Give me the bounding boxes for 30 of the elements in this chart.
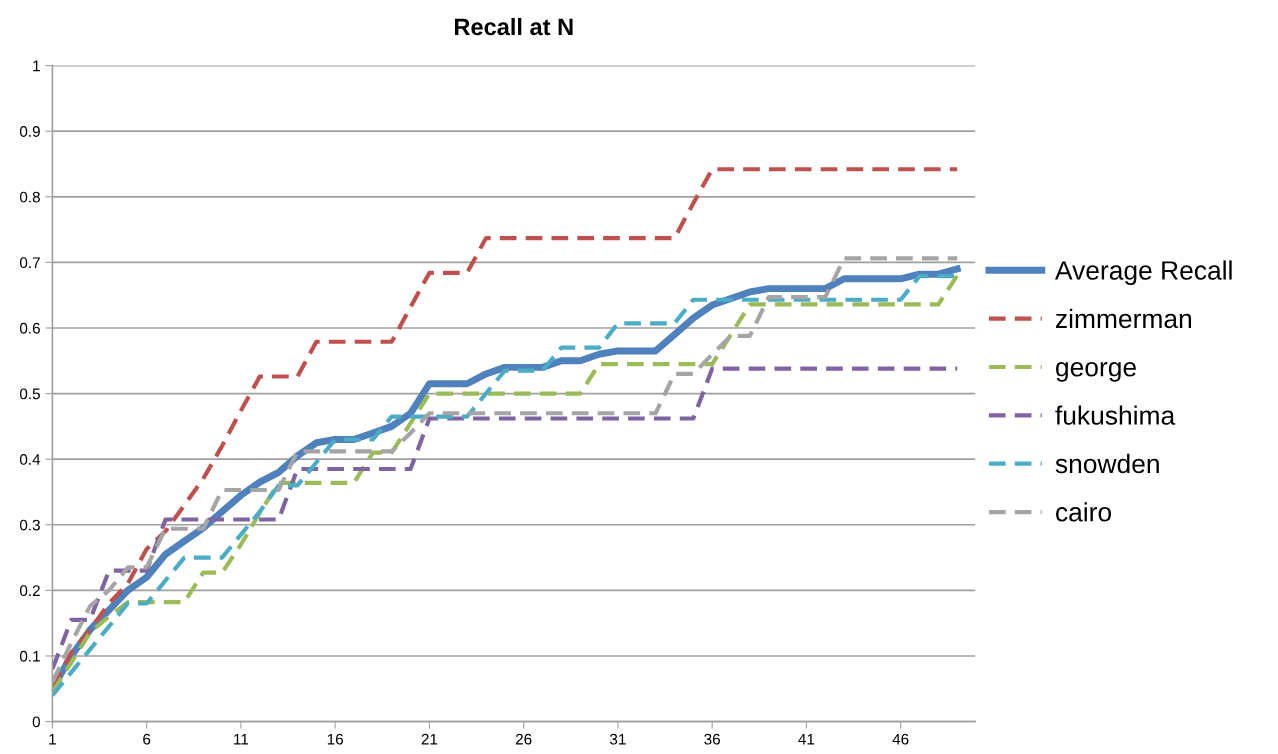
- y-tick-label: 0.9: [19, 126, 40, 137]
- x-tick-label: 31: [609, 733, 626, 745]
- x-tick-label: 6: [143, 733, 151, 745]
- legend-label: george: [1056, 362, 1136, 382]
- y-tick-label: 0.2: [19, 585, 40, 597]
- x-tick-label: 1: [49, 733, 56, 745]
- y-tick-label: 0.3: [19, 519, 40, 531]
- y-tick-label: 0.8: [19, 191, 40, 203]
- legend-label: fukushima: [1055, 405, 1176, 425]
- line-series: [52, 366, 960, 672]
- y-tick-label: 0.5: [19, 388, 40, 400]
- legend-label: zimmerman: [1055, 308, 1192, 329]
- legend-label: snowden: [1055, 453, 1159, 474]
- x-tick-label: 46: [892, 733, 909, 745]
- x-tick-label: 11: [234, 733, 249, 745]
- y-tick-label: 0: [32, 716, 40, 728]
- x-tick-label: 26: [515, 733, 532, 745]
- x-tick-label: 21: [421, 733, 438, 745]
- line-series: [52, 167, 960, 689]
- legend-label: cairo: [1056, 502, 1112, 522]
- y-tick-label: 1: [33, 60, 40, 72]
- y-tick-label: 0.6: [19, 322, 40, 334]
- y-tick-label: 0.4: [19, 454, 41, 465]
- x-tick-label: 36: [704, 733, 720, 745]
- legend-label: Average Recall: [1054, 260, 1232, 286]
- y-tick-label: 0.1: [19, 650, 40, 662]
- chart-title: Recall at N: [454, 17, 573, 36]
- x-tick-label: 41: [798, 733, 815, 745]
- x-tick-label: 16: [327, 733, 343, 745]
- y-tick-label: 0.7: [19, 257, 40, 269]
